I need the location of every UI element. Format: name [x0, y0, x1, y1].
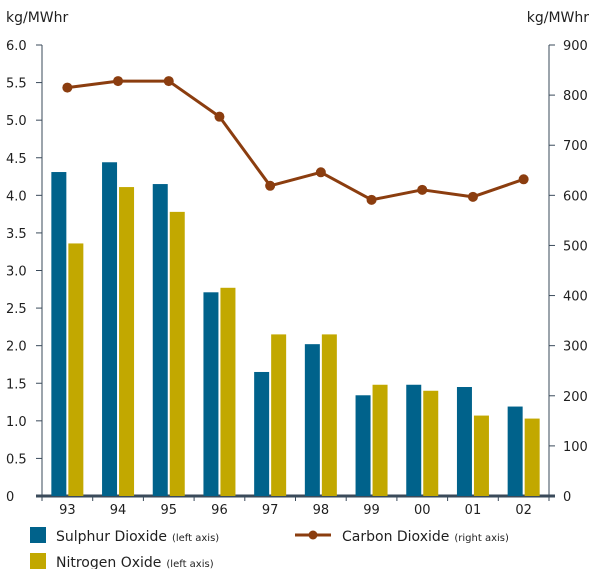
right-tick-label: 0: [563, 490, 571, 505]
carbon-dioxide-point: [163, 76, 174, 87]
right-tick-label: 100: [563, 440, 588, 455]
sulphur-dioxide-bar: [51, 172, 67, 496]
nitrogen-oxide-bar: [169, 211, 185, 496]
x-tick-label: 99: [363, 503, 380, 518]
right-tick-label: 700: [563, 139, 588, 154]
legend: Sulphur Dioxide (left axis) Carbon Dioxide…: [30, 527, 509, 569]
x-tick-label: 98: [313, 503, 330, 518]
legend-note: (left axis): [172, 533, 219, 544]
right-axis-label: kg/MWhr: [527, 10, 590, 26]
left-tick-label: 2.5: [6, 302, 27, 317]
sulphur-dioxide-bar: [507, 406, 523, 496]
x-tick-label: 93: [59, 503, 76, 518]
sulphur-dioxide-bar: [456, 387, 472, 496]
carbon-dioxide-point: [62, 82, 73, 93]
nitrogen-oxide-bar: [524, 418, 540, 496]
right-tick-label: 300: [563, 340, 588, 355]
sulphur-dioxide-bar: [254, 371, 270, 496]
carbon-dioxide-point: [366, 194, 377, 205]
carbon-dioxide-path: [67, 79, 525, 202]
nitrogen-oxide-bar: [68, 243, 84, 496]
right-tick-label: 500: [563, 239, 588, 254]
legend-name: Nitrogen Oxide: [56, 555, 161, 569]
legend-swatch: [30, 553, 46, 569]
legend-label: Sulphur Dioxide (left axis): [56, 529, 219, 545]
nitrogen-oxide-bar: [321, 334, 337, 496]
legend-note: (left axis): [166, 559, 213, 569]
left-tick-label: 5.0: [6, 114, 27, 129]
left-tick-label: 4.5: [6, 152, 27, 167]
carbon-dioxide-point: [417, 184, 428, 195]
carbon-dioxide-point: [518, 174, 529, 185]
bars: [51, 162, 540, 496]
x-tick-label: 01: [465, 503, 482, 518]
sulphur-dioxide-bar: [203, 292, 219, 496]
sulphur-dioxide-bar: [102, 162, 118, 496]
left-tick-label: 3.0: [6, 265, 27, 280]
x-tick-label: 96: [211, 503, 228, 518]
carbon-dioxide-point: [467, 191, 478, 202]
sulphur-dioxide-bar: [152, 184, 168, 496]
x-tick-label: 94: [110, 503, 127, 518]
x-tick-label: 02: [515, 503, 532, 518]
left-tick-label: 0: [6, 490, 14, 505]
sulphur-dioxide-bar: [304, 344, 320, 496]
x-tick-label: 95: [160, 503, 177, 518]
carbon-dioxide-point: [315, 167, 326, 178]
nitrogen-oxide-bar: [271, 334, 287, 496]
carbon-dioxide-point: [214, 111, 225, 122]
nitrogen-oxide-bar: [372, 384, 388, 496]
nitrogen-oxide-bar: [119, 187, 135, 496]
legend-name: Carbon Dioxide: [342, 529, 449, 545]
left-tick-label: 1.5: [6, 377, 27, 392]
legend-name: Sulphur Dioxide: [56, 529, 167, 545]
left-tick-label: 6.0: [6, 39, 27, 54]
left-tick-label: 0.5: [6, 452, 27, 467]
right-tick-label: 200: [563, 390, 588, 405]
left-tick-label: 4.0: [6, 189, 27, 204]
legend-marker: [308, 530, 318, 540]
legend-label: Carbon Dioxide (right axis): [342, 529, 509, 545]
left-tick-label: 3.5: [6, 227, 27, 242]
left-tick-label: 5.5: [6, 77, 27, 92]
x-tick-label: 97: [262, 503, 279, 518]
legend-swatch: [30, 527, 46, 543]
left-axis-label: kg/MWhr: [6, 10, 69, 26]
left-tick-label: 2.0: [6, 340, 27, 355]
sulphur-dioxide-bar: [406, 384, 422, 496]
legend-label: Nitrogen Oxide (left axis): [56, 555, 214, 569]
right-tick-label: 900: [563, 39, 588, 54]
carbon-dioxide-line: [62, 76, 529, 205]
nitrogen-oxide-bar: [423, 390, 439, 496]
nitrogen-oxide-bar: [473, 415, 489, 496]
sulphur-dioxide-bar: [355, 395, 371, 496]
carbon-dioxide-point: [265, 180, 276, 191]
carbon-dioxide-point: [113, 76, 124, 87]
legend-note: (right axis): [454, 533, 509, 544]
nitrogen-oxide-bar: [220, 287, 236, 496]
left-tick-label: 1.0: [6, 415, 27, 430]
x-tick-label: 00: [414, 503, 431, 518]
right-tick-label: 800: [563, 89, 588, 104]
right-tick-label: 400: [563, 290, 588, 305]
axes: 00.51.01.52.02.53.03.54.04.55.05.56.0010…: [6, 39, 588, 518]
right-tick-label: 600: [563, 189, 588, 204]
